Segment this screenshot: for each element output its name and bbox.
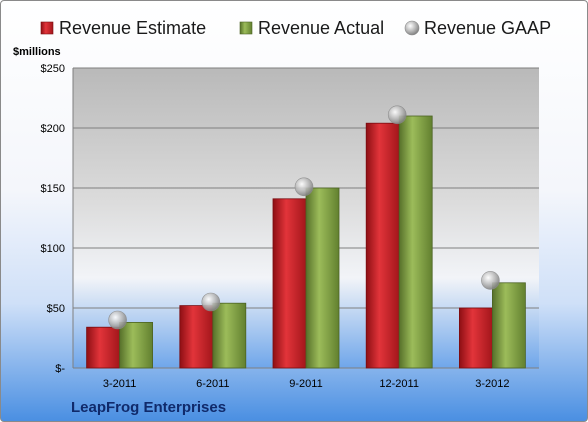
marker-revenue-gaap	[201, 292, 221, 312]
company-name: LeapFrog Enterprises	[71, 399, 226, 416]
legend-label-estimate: Revenue Estimate	[59, 18, 206, 38]
x-axis-ticks: 3-2011 6-2011 9-2011 12-2011 3-2012	[103, 378, 510, 390]
gaap-markers	[108, 105, 500, 330]
y-tick-label: $50	[47, 303, 65, 315]
x-tick-label: 3-2012	[475, 378, 509, 390]
x-tick-label: 3-2011	[103, 378, 136, 390]
y-axis-unit-label: $millions	[13, 46, 61, 58]
bar-revenue-estimate	[365, 122, 400, 369]
legend-swatch-gaap	[404, 20, 420, 36]
x-tick-label: 6-2011	[196, 378, 229, 390]
legend-label-actual: Revenue Actual	[258, 18, 384, 38]
legend-swatch-estimate	[40, 21, 54, 35]
marker-revenue-gaap	[294, 177, 314, 197]
x-tick-label: 12-2011	[379, 378, 419, 390]
bar-revenue-estimate	[179, 305, 214, 369]
y-tick-label: $-	[55, 363, 65, 375]
bar-revenue-estimate	[272, 198, 307, 369]
bar-revenue-actual	[491, 282, 526, 369]
marker-revenue-gaap	[108, 310, 127, 330]
y-axis-ticks: $- $50 $100 $150 $200 $250	[41, 63, 66, 375]
y-tick-label: $150	[41, 183, 65, 195]
y-tick-label: $250	[41, 63, 65, 75]
bars	[86, 115, 526, 369]
marker-revenue-gaap	[387, 105, 407, 125]
y-tick-label: $200	[41, 123, 65, 135]
legend-label-gaap: Revenue GAAP	[424, 18, 551, 38]
bar-revenue-actual	[212, 302, 247, 369]
marker-revenue-gaap	[481, 271, 500, 290]
bar-revenue-actual	[119, 321, 153, 369]
x-tick-label: 9-2011	[289, 378, 322, 390]
legend: Revenue Estimate Revenue Actual Revenue …	[40, 18, 551, 38]
bar-revenue-estimate	[86, 326, 120, 369]
legend-swatch-actual	[239, 21, 253, 35]
bar-revenue-actual	[398, 115, 433, 369]
bar-revenue-actual	[305, 187, 340, 369]
bar-revenue-estimate	[458, 307, 493, 369]
y-tick-label: $100	[41, 243, 65, 255]
